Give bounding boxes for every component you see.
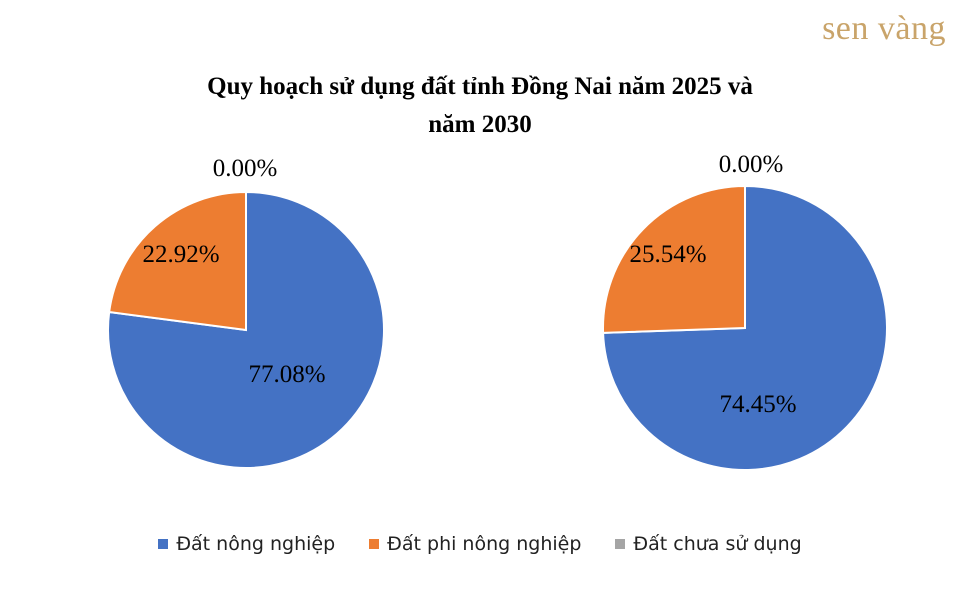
pie-1-label-agricultural: 77.08%: [248, 361, 325, 388]
pie-1-slice-non-agricultural: [108, 190, 247, 332]
pie-chart-1: 77.08% 22.92% 0.00%: [107, 155, 385, 469]
chart-title-line-2: năm 2030: [428, 111, 532, 138]
legend-label-unused: Đất chưa sử dụng: [633, 533, 802, 555]
brand-logo: sen vàng: [822, 10, 946, 47]
pie-1-label-non-agricultural: 22.92%: [142, 241, 219, 268]
chart-title: Quy hoạch sử dụng đất tỉnh Đồng Nai năm …: [0, 68, 960, 144]
legend-label-agricultural: Đất nông nghiệp: [176, 533, 336, 555]
legend-swatch-unused: [615, 539, 626, 549]
chart-legend: Đất nông nghiệp Đất phi nông nghiệp Đất …: [0, 533, 960, 555]
legend-item-unused: Đất chưa sử dụng: [615, 533, 802, 555]
pie-2-label-unused: 0.00%: [719, 151, 784, 178]
pie-2-slice-agricultural: [602, 184, 888, 471]
pie-1-label-unused: 0.00%: [213, 155, 278, 182]
pie-2-label-agricultural: 74.45%: [719, 391, 796, 418]
legend-swatch-non-agricultural: [369, 539, 380, 549]
pie-chart-2: 74.45% 25.54% 0.00%: [602, 151, 888, 471]
legend-item-agricultural: Đất nông nghiệp: [158, 533, 335, 555]
legend-item-non-agricultural: Đất phi nông nghiệp: [369, 533, 581, 555]
legend-label-non-agricultural: Đất phi nông nghiệp: [387, 533, 582, 555]
legend-swatch-agricultural: [158, 539, 169, 549]
chart-title-line-1: Quy hoạch sử dụng đất tỉnh Đồng Nai năm …: [207, 73, 753, 100]
pie-2-label-non-agricultural: 25.54%: [629, 241, 706, 268]
pie-2-slice-non-agricultural: [602, 184, 746, 334]
pie-1-slice-agricultural: [107, 190, 385, 469]
